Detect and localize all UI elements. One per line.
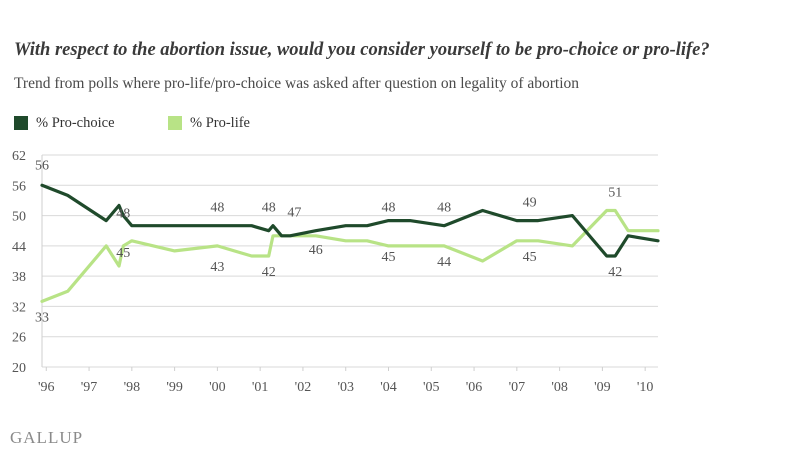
data-label: 46 bbox=[309, 243, 323, 258]
y-tick-label: 26 bbox=[12, 331, 26, 346]
y-tick-label: 44 bbox=[12, 240, 26, 255]
data-label: 56 bbox=[35, 158, 49, 173]
data-label: 45 bbox=[523, 250, 537, 265]
data-label: 33 bbox=[35, 310, 49, 325]
x-tick-label: '05 bbox=[423, 380, 440, 395]
series-lines bbox=[40, 183, 660, 303]
data-label: 48 bbox=[382, 201, 396, 216]
data-label: 45 bbox=[382, 250, 396, 265]
legend-item-pro-choice: % Pro-choice bbox=[14, 115, 115, 131]
y-tick-label: 20 bbox=[12, 361, 26, 376]
chart-subtitle: Trend from polls where pro-life/pro-choi… bbox=[14, 75, 580, 92]
x-tick-label: '10 bbox=[637, 380, 654, 395]
x-tick-label: '01 bbox=[252, 380, 269, 395]
legend-label-pro-choice: % Pro-choice bbox=[36, 114, 115, 131]
data-label: 47 bbox=[287, 206, 301, 221]
y-tick-label: 38 bbox=[12, 270, 26, 285]
data-label: 48 bbox=[262, 201, 276, 216]
y-tick-label: 62 bbox=[12, 149, 26, 164]
data-label: 42 bbox=[608, 265, 622, 280]
x-tick-label: '07 bbox=[509, 380, 526, 395]
data-label: 45 bbox=[116, 246, 130, 261]
y-tick-label: 56 bbox=[12, 179, 26, 194]
x-tick-label: '04 bbox=[380, 380, 397, 395]
legend-label-pro-life: % Pro-life bbox=[190, 114, 250, 131]
x-tick-label: '98 bbox=[124, 380, 141, 395]
gallup-logo: GALLUP bbox=[10, 428, 84, 447]
legend-item-pro-life: % Pro-life bbox=[168, 115, 250, 131]
legend-swatch-pro-choice bbox=[14, 116, 28, 130]
data-label: 51 bbox=[608, 186, 622, 201]
x-tick-label: '08 bbox=[551, 380, 568, 395]
y-tick-label: 32 bbox=[12, 300, 26, 315]
x-tick-label: '03 bbox=[337, 380, 354, 395]
data-label: 42 bbox=[262, 265, 276, 280]
x-tick-label: '97 bbox=[81, 380, 98, 395]
data-label: 48 bbox=[210, 201, 224, 216]
data-label: 44 bbox=[437, 255, 451, 270]
pro-choice-line bbox=[40, 183, 660, 258]
x-tick-label: '00 bbox=[209, 380, 226, 395]
legend-swatch-pro-life bbox=[168, 116, 182, 130]
data-label: 48 bbox=[116, 207, 130, 222]
grid bbox=[42, 154, 658, 368]
y-tick-label: 50 bbox=[12, 210, 26, 225]
x-tick-label: '96 bbox=[38, 380, 55, 395]
data-labels: 56 33 48 45 48 43 48 42 47 46 48 45 48 44 49 45 51 42 bbox=[35, 158, 622, 325]
x-axis: '96 '97 '98 '99 '00 '01 '02 '03 '04 '05 '06 '07 '08 '… bbox=[38, 367, 653, 395]
x-tick-label: '09 bbox=[594, 380, 611, 395]
x-tick-label: '99 bbox=[166, 380, 183, 395]
pro-life-line bbox=[40, 208, 660, 303]
data-label: 49 bbox=[523, 196, 537, 211]
data-label: 48 bbox=[437, 201, 451, 216]
x-tick-label: '06 bbox=[466, 380, 483, 395]
data-label: 43 bbox=[210, 260, 224, 275]
chart-title: With respect to the abortion issue, woul… bbox=[14, 40, 710, 60]
x-tick-label: '02 bbox=[295, 380, 312, 395]
y-axis: 20 26 32 38 44 50 56 62 bbox=[12, 149, 43, 376]
